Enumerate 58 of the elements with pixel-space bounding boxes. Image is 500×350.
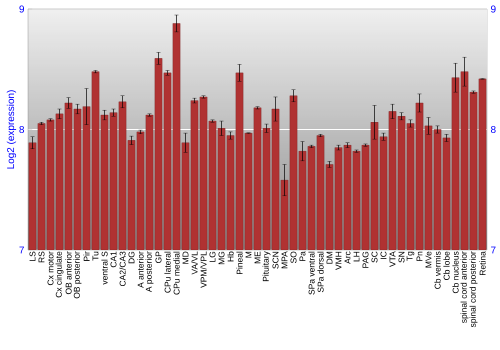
x-tick-label: CPu medial xyxy=(173,252,180,295)
x-tick-label: OB anterior xyxy=(65,251,72,294)
x-tick-label: LH xyxy=(354,252,360,262)
x-tick-label: VTA xyxy=(390,251,396,268)
x-tick-label: SPa dorsal xyxy=(317,252,324,292)
x-tick-label: Arc xyxy=(344,251,350,264)
x-tick-label: M xyxy=(246,252,252,258)
x-tick-label: Cb lobe xyxy=(443,252,450,280)
x-tick-label: RS xyxy=(38,252,44,262)
x-tick-label: SC xyxy=(372,252,378,263)
x-tick-label: MVe xyxy=(426,252,432,268)
x-tick-label: Cb nucleus xyxy=(452,252,459,294)
x-tick-label: Pn xyxy=(416,252,422,261)
y2-tick-label: 9 xyxy=(490,5,496,13)
x-tick-label: Cx cingulate xyxy=(56,252,64,298)
x-tick-label: spinal cord posterior xyxy=(470,251,478,328)
x-tick-label: CPu lateral xyxy=(164,252,171,293)
x-tick-label: IC xyxy=(380,252,386,259)
y-tick-label: 7 xyxy=(19,246,24,254)
x-tick-label: Pituitary xyxy=(262,251,270,282)
x-tick-label: MPA xyxy=(282,251,288,268)
x-tick-label: SCN xyxy=(272,252,278,269)
x-tick-label: MD xyxy=(182,252,188,264)
y2-tick-label: 8 xyxy=(490,126,496,134)
x-tick-label: VMH xyxy=(336,252,342,270)
x-tick-label: A posterior xyxy=(146,251,154,292)
x-tick-label: SO xyxy=(290,252,296,264)
x-tick-label: ventral S xyxy=(101,252,108,285)
x-tick-label: CA2/CA3 xyxy=(119,252,126,286)
x-tick-label: Cx motor xyxy=(48,251,54,286)
x-tick-label: DG xyxy=(128,252,134,264)
x-tick-label: LS xyxy=(30,252,36,261)
x-tick-label: Tu xyxy=(92,252,98,261)
x-tick-label: spinal cord anterior xyxy=(460,251,468,323)
x-tick-label: SPa ventral xyxy=(308,252,315,295)
x-tick-label: GP xyxy=(156,252,162,264)
x-tick-label: VPM/VPL xyxy=(200,251,207,288)
x-tick-label: ME xyxy=(254,252,260,264)
x-tick-label: Cb vermis xyxy=(434,252,441,289)
x-tick-label: A anterior xyxy=(137,251,144,288)
x-tick-label: Pineal xyxy=(236,252,243,274)
x-tick-label: DM xyxy=(326,252,332,264)
y-tick-label: 8 xyxy=(19,126,24,134)
x-tick-label: Pir xyxy=(83,251,90,261)
x-tick-label: OB posterior xyxy=(74,251,82,298)
y2-tick-label: 7 xyxy=(491,246,496,254)
x-tick-label: Pa xyxy=(300,251,306,261)
x-tick-label: Tg xyxy=(406,252,414,261)
x-tick-label: VA/VL xyxy=(191,251,198,275)
x-tick-label: PAG xyxy=(362,252,368,268)
x-tick-label: SN xyxy=(398,252,404,263)
y-tick-label: 9 xyxy=(19,5,24,13)
x-tick-label: LG xyxy=(210,252,216,262)
x-tick-label: Hb xyxy=(227,252,234,262)
x-tick-label: Retina xyxy=(479,251,486,275)
y-axis-title: Log2 (expression) xyxy=(6,90,16,169)
x-tick-label: MG xyxy=(218,252,224,264)
x-tick-label: CA1 xyxy=(110,252,116,268)
